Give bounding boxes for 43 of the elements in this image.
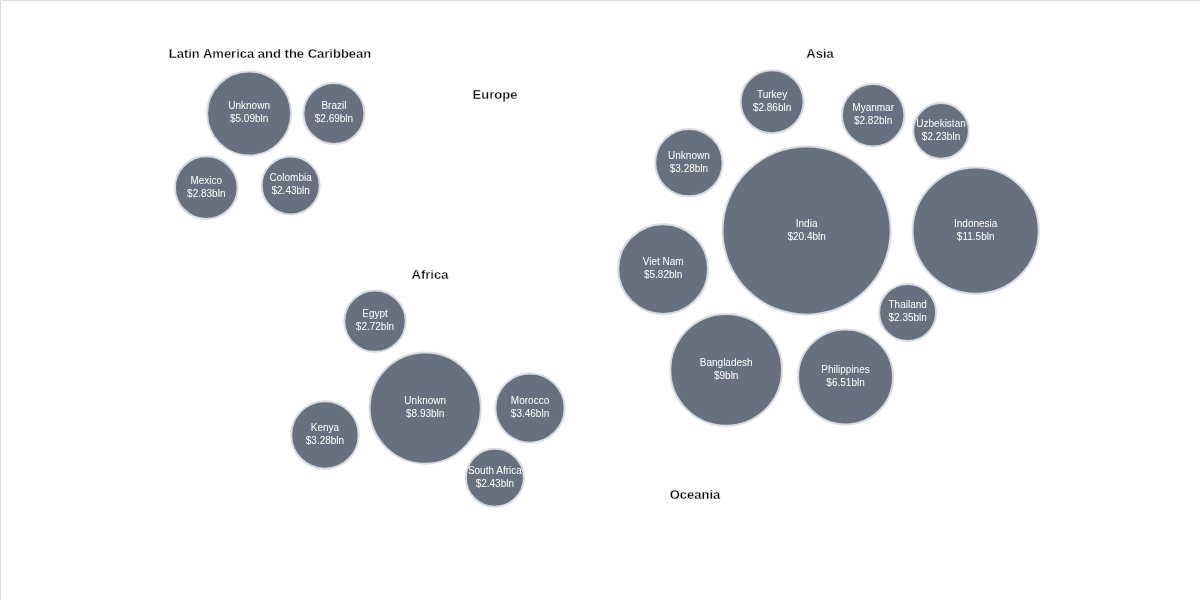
data-label: $2.82bln — [853, 115, 893, 127]
data-label: $20.4bln — [787, 230, 826, 242]
data-label: $11.5bln — [956, 230, 995, 242]
data-label: $2.83bln — [187, 187, 226, 199]
data-label: $2.69bln — [314, 113, 354, 125]
category-label: Unknown — [404, 395, 447, 407]
text: Africa — [411, 266, 450, 282]
category-label: Unknown — [228, 100, 270, 112]
category-label: Kenya — [310, 421, 340, 433]
category-label: Colombia — [269, 172, 313, 184]
category-label: Myanmar — [852, 102, 895, 114]
data-label: $3.28bln — [669, 162, 709, 174]
data-label: $8.93bln — [406, 408, 445, 420]
text: Latin America and the Caribbean — [168, 46, 372, 62]
data-label: $2.43bln — [475, 477, 515, 489]
category-label: Brazil — [321, 100, 347, 112]
data-label: $2.86bln — [752, 101, 792, 113]
text: Oceania — [669, 487, 722, 502]
data-label: $2.72bln — [355, 321, 395, 333]
data-label: $9bln — [713, 369, 739, 381]
data-label: $6.51bln — [826, 376, 865, 388]
category-label: Morocco — [510, 395, 550, 407]
category-label: Unknown — [668, 149, 710, 161]
category-label: South Africa — [467, 464, 523, 476]
category-label: Egypt — [362, 308, 389, 320]
category-label: Bangladesh — [699, 356, 753, 368]
data-label: $5.09bln — [229, 113, 269, 125]
category-label: Turkey — [756, 88, 788, 100]
data-label: $2.35bln — [888, 312, 927, 324]
category-label: Thailand — [888, 299, 927, 311]
category-label: Mexico — [190, 174, 223, 186]
data-label: $5.82bln — [643, 269, 683, 281]
text: Europe — [472, 87, 518, 102]
category-label: India — [795, 217, 818, 229]
category-label: Viet Nam — [642, 256, 684, 268]
category-label: Uzbekistan — [916, 117, 966, 129]
text: Asia — [806, 46, 835, 62]
data-label: $2.23bln — [921, 130, 961, 142]
data-label: $3.46bln — [510, 408, 550, 420]
data-label: $2.43bln — [271, 185, 310, 197]
data-label: $3.28bln — [305, 434, 345, 446]
category-label: Philippines — [821, 363, 870, 375]
category-label: Indonesia — [953, 217, 998, 229]
